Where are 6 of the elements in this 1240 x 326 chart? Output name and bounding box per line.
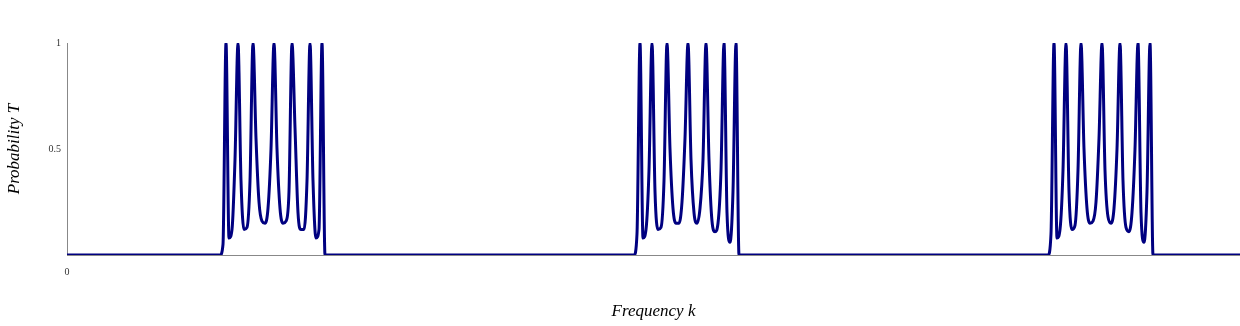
x-axis-title: Frequency k (610, 301, 696, 321)
text: 0 (64, 265, 70, 277)
y-tick-label: 0.5 (48, 142, 61, 154)
line-series (65, 43, 1240, 255)
y-tick-label: 1 (56, 36, 61, 48)
y-axis-title: Probability T (3, 102, 23, 196)
